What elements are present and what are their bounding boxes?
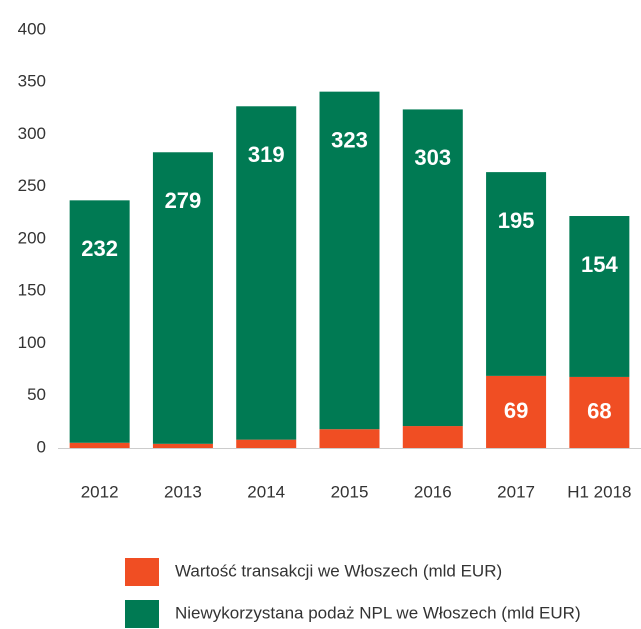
y-tick-label: 200 xyxy=(18,228,46,247)
data-label: 195 xyxy=(498,208,535,233)
x-tick-label: 2017 xyxy=(497,482,535,501)
y-tick-label: 250 xyxy=(18,176,46,195)
y-tick-label: 150 xyxy=(18,281,46,300)
legend-label: Wartość transakcji we Włoszech (mld EUR) xyxy=(175,561,502,580)
bar-segment xyxy=(402,426,463,448)
bar-segment xyxy=(152,152,213,444)
bar-segment xyxy=(486,375,547,448)
bar-segment xyxy=(152,443,213,448)
x-tick-label: 2014 xyxy=(247,482,285,501)
legend-swatch xyxy=(125,558,159,586)
bar-segment xyxy=(236,106,297,440)
bar-segment xyxy=(402,109,463,427)
y-tick-label: 300 xyxy=(18,124,46,143)
y-tick-label: 350 xyxy=(18,72,46,91)
data-label: 303 xyxy=(414,145,451,170)
bar-segment xyxy=(69,200,130,443)
data-label: 69 xyxy=(504,398,528,423)
data-label: 232 xyxy=(81,236,118,261)
legend-swatch xyxy=(125,600,159,628)
x-tick-label: H1 2018 xyxy=(567,482,631,501)
x-tick-label: 2015 xyxy=(331,482,369,501)
data-label: 279 xyxy=(165,188,202,213)
bar-segment xyxy=(236,439,297,448)
data-label: 319 xyxy=(248,142,285,167)
bar-segment xyxy=(569,216,630,377)
data-label: 323 xyxy=(331,127,368,152)
y-tick-label: 400 xyxy=(18,19,46,38)
y-tick-label: 100 xyxy=(18,333,46,352)
bar-segment xyxy=(69,442,130,448)
bar-segment xyxy=(486,172,547,376)
y-tick-label: 50 xyxy=(27,385,46,404)
data-label: 154 xyxy=(581,252,618,277)
y-tick-label: 0 xyxy=(37,437,46,456)
x-tick-label: 2012 xyxy=(81,482,119,501)
bar-segment xyxy=(319,429,380,448)
legend-label: Niewykorzystana podaż NPL we Włoszech (m… xyxy=(175,603,581,622)
data-label: 68 xyxy=(587,398,611,423)
x-tick-label: 2016 xyxy=(414,482,452,501)
bar-segment xyxy=(569,376,630,448)
x-tick-label: 2013 xyxy=(164,482,202,501)
bar-segment xyxy=(319,91,380,430)
